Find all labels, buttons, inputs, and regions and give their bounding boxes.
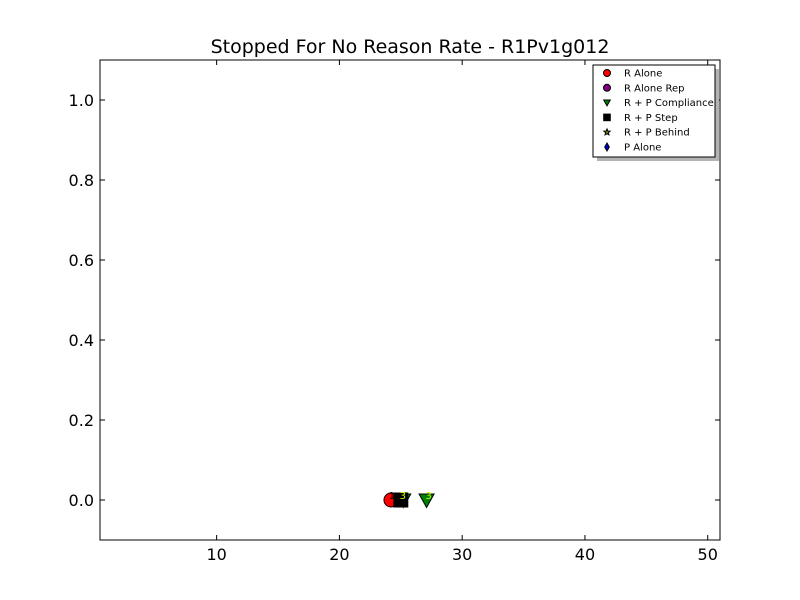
- y-tick-label: 0.6: [69, 251, 94, 270]
- legend-label: R + P Behind: [624, 128, 690, 139]
- legend-marker: [603, 69, 611, 77]
- plot-frame: [99, 59, 721, 541]
- data-point: [393, 492, 409, 508]
- legend-label: R Alone Rep: [624, 83, 685, 94]
- legend-label: R Alone: [624, 69, 662, 80]
- legend-marker: [604, 142, 610, 152]
- data-point-label: 3: [425, 491, 431, 502]
- legend-label: R + P Step: [624, 113, 678, 124]
- x-tick-label: 30: [452, 545, 472, 564]
- y-tick-label: 0.2: [69, 411, 94, 430]
- data-point-label: 1: [389, 491, 395, 502]
- data-point-label: 3: [400, 491, 406, 502]
- legend-marker: [602, 99, 612, 107]
- x-tick-label: 10: [206, 545, 226, 564]
- y-tick-label: 1.0: [69, 91, 94, 110]
- legend-label: R + P Compliance: [624, 98, 714, 109]
- y-tick-label: 0.4: [69, 331, 94, 350]
- legend-box: [592, 64, 716, 158]
- legend-marker: [603, 83, 611, 92]
- x-tick-label: 20: [329, 545, 349, 564]
- x-tick-label: 40: [575, 545, 595, 564]
- legend: R Alone R Alone Rep R + P Compliance R + P …: [592, 64, 719, 161]
- y-tick-label: 0.0: [69, 491, 94, 510]
- chart-title: Stopped For No Reason Rate - R1Pv1g012: [211, 36, 610, 58]
- legend-marker: [602, 127, 612, 136]
- x-tick-label: 50: [698, 545, 718, 564]
- markers-layer: 1333: [383, 491, 435, 509]
- y-tick-label: 0.8: [69, 171, 94, 190]
- legend-marker: [603, 113, 611, 122]
- legend-label: P Alone: [624, 143, 661, 154]
- data-point: [418, 493, 435, 509]
- ticks-layer: 10 20 30 40 50 0.0 0.2 0.4 0.6 0.8 1.0: [69, 60, 720, 564]
